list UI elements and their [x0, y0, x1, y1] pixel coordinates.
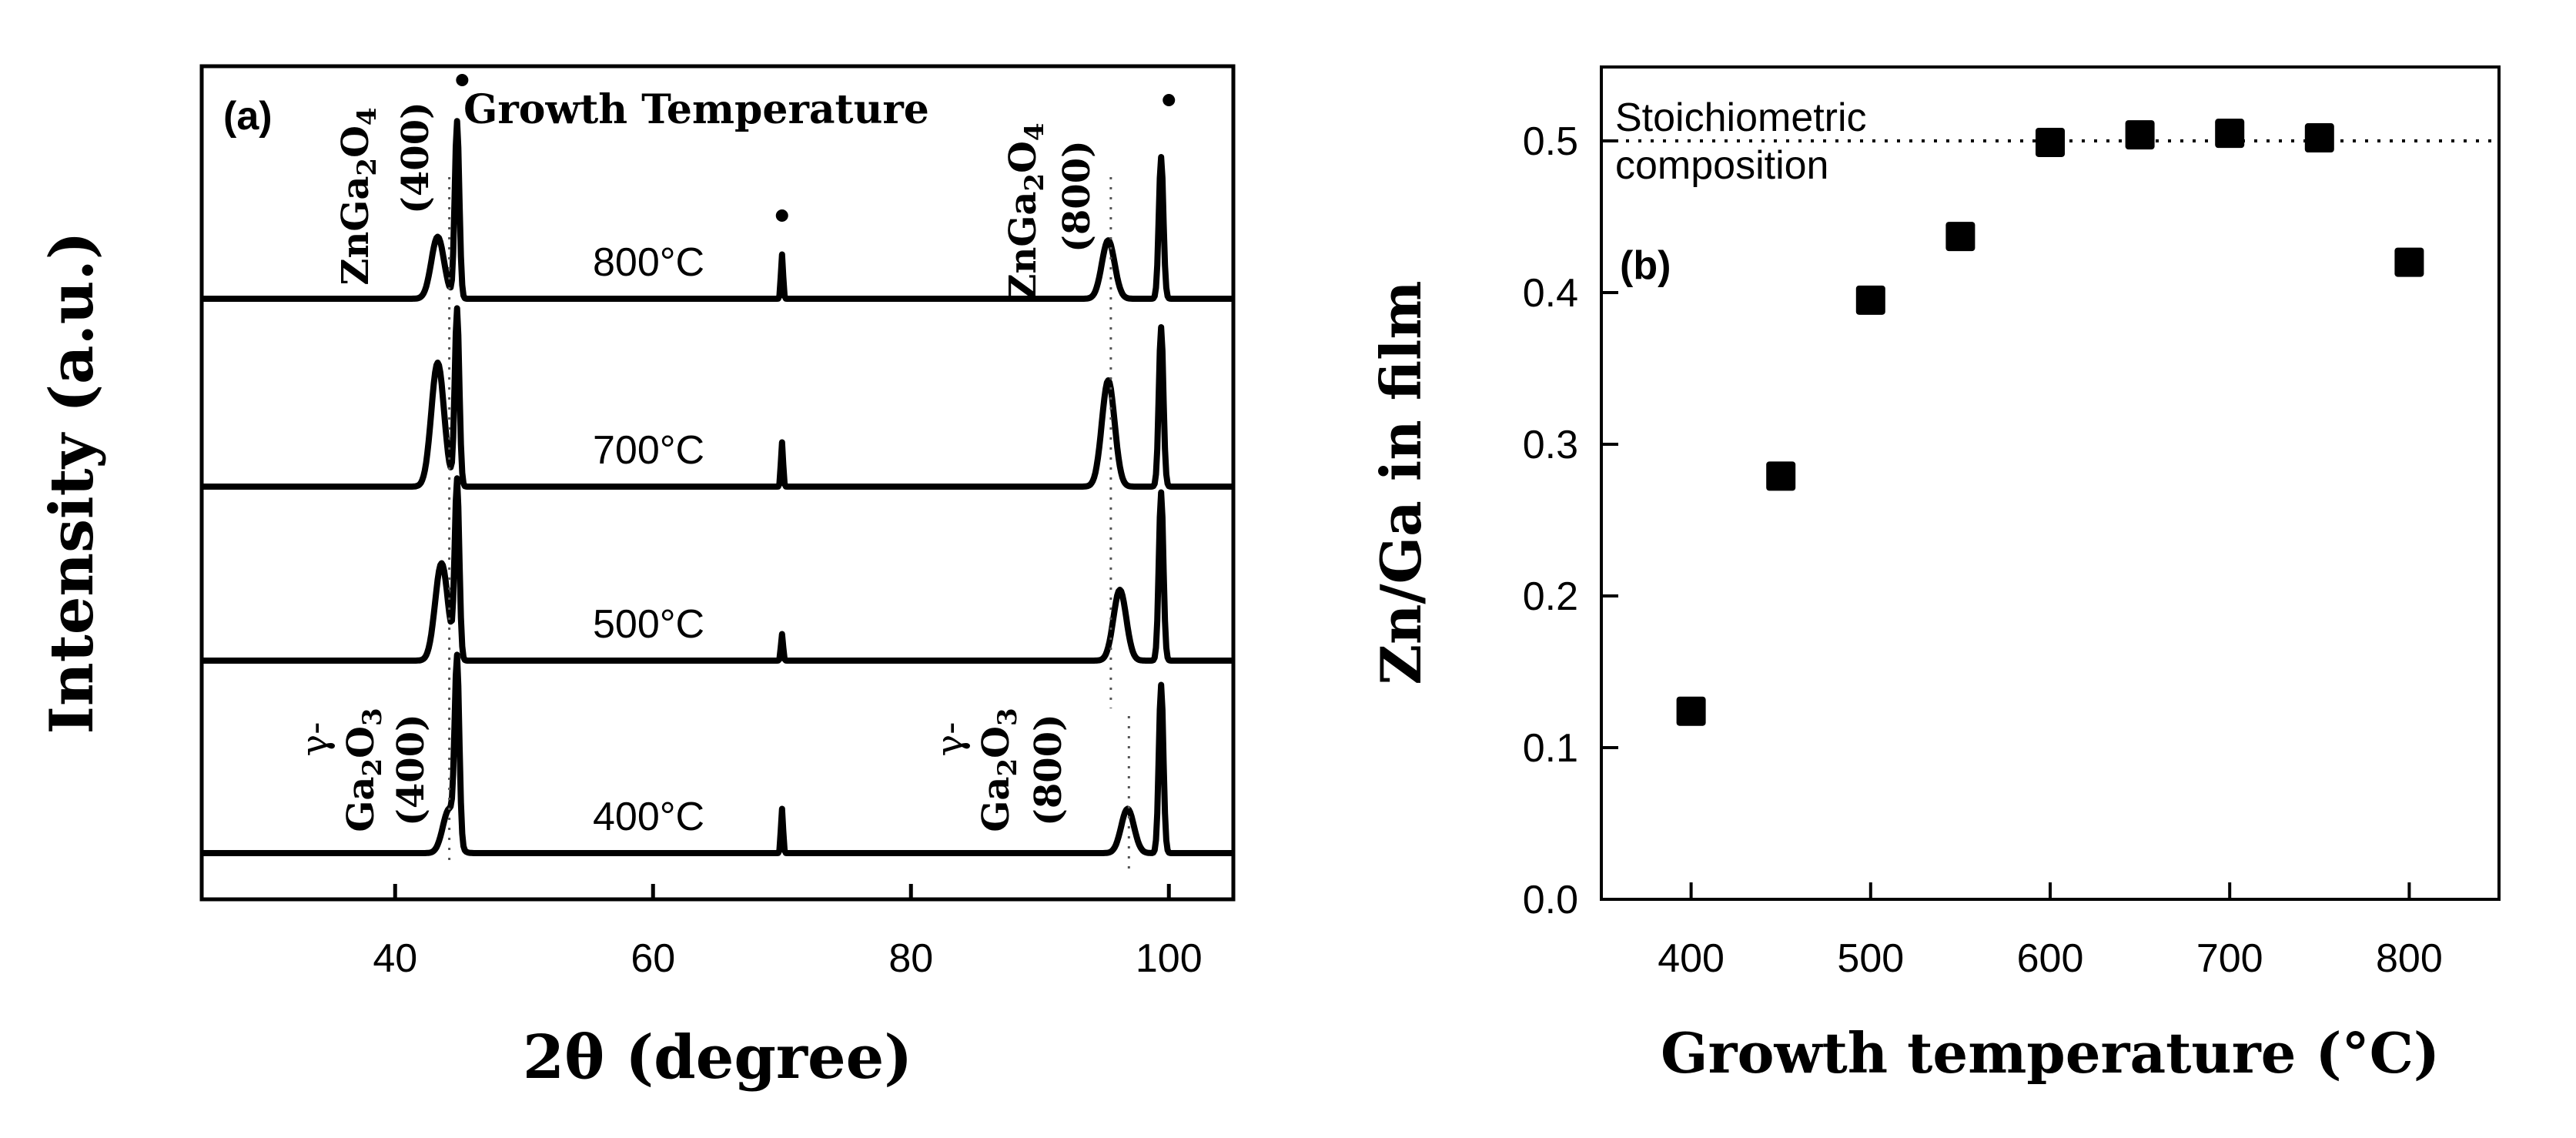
composition-data-point — [2215, 119, 2245, 149]
composition-x-tick-label: 800 — [2376, 936, 2443, 981]
xrd-temperature-label: 700°C — [593, 428, 704, 473]
composition-x-tick-label: 500 — [1837, 936, 1904, 981]
composition-y-tick-label: 0.1 — [1523, 726, 1578, 771]
xrd-reference-marker — [1163, 94, 1176, 106]
xrd-reference-marker — [456, 74, 469, 86]
xrd-x-tick-label: 60 — [631, 936, 675, 981]
composition-y-tick-label: 0.5 — [1523, 119, 1578, 164]
annotation-ga2o3-400-gamma: γ- — [293, 722, 336, 757]
xrd-x-ticks: 40 60 80 100 — [373, 884, 1203, 981]
xrd-temperature-labels: 800°C 700°C 500°C 400°C — [593, 240, 704, 839]
composition-panel: 0.0 0.1 0.2 0.3 0.4 0.5 400 500 600 700 800 Stoic… — [1368, 65, 2501, 1086]
composition-x-tick-label: 400 — [1658, 936, 1725, 981]
composition-x-axis-label: Growth temperature (°C) — [1661, 1020, 2440, 1086]
xrd-x-tick-label: 40 — [373, 936, 417, 981]
composition-y-tick-label: 0.3 — [1523, 423, 1578, 467]
xrd-temperature-label: 800°C — [593, 240, 704, 285]
xrd-x-tick-label: 80 — [888, 936, 933, 981]
composition-data-point — [2125, 120, 2155, 150]
xrd-panel: 40 60 80 100 800°C 700°C 500°C 400°C (a) Growt… — [37, 64, 1236, 1093]
stoichiometric-label-line2: composition — [1615, 143, 1828, 188]
composition-data-point — [1766, 461, 1796, 491]
annotation-ga2o3-400: Ga2O3 — [340, 708, 388, 832]
annotation-ga2o3-800: Ga2O3 — [975, 708, 1023, 832]
composition-x-tick-label: 700 — [2196, 936, 2263, 981]
annotation-znga2o4-800: ZnGa2O4 — [1002, 122, 1050, 300]
composition-y-tick-label: 0.2 — [1523, 574, 1578, 619]
annotation-znga2o4-400: ZnGa2O4 — [334, 107, 383, 285]
annotation-ga2o3-400-hkl: (400) — [390, 714, 433, 826]
composition-x-tick-label: 600 — [2017, 936, 2084, 981]
composition-data-point — [1855, 285, 1885, 315]
composition-y-tick-label: 0.0 — [1523, 878, 1578, 922]
xrd-plot-frame — [199, 64, 1236, 902]
composition-data-point — [2394, 247, 2424, 277]
xrd-reference-markers — [456, 74, 1176, 222]
xrd-spectrum-line — [199, 305, 1236, 490]
stoichiometric-label-line1: Stoichiometric — [1615, 95, 1867, 140]
xrd-spectrum-line — [199, 651, 1236, 856]
annotation-ga2o3-800-hkl: (800) — [1027, 714, 1070, 826]
xrd-spectrum-line — [199, 118, 1236, 302]
annotation-znga2o4-400-hkl: (400) — [394, 102, 437, 214]
annotation-ga2o3-800-gamma: γ- — [928, 722, 972, 757]
xrd-temperature-label: 400°C — [593, 795, 704, 839]
xrd-spectrum-line — [199, 475, 1236, 664]
xrd-title: Growth Temperature — [463, 86, 929, 133]
xrd-spectra-group — [199, 118, 1236, 870]
xrd-x-tick-label: 100 — [1136, 936, 1203, 981]
composition-plot-frame — [1600, 65, 2501, 901]
composition-data-points — [1676, 119, 2424, 726]
composition-data-point — [1945, 222, 1975, 252]
composition-y-axis-label: Zn/Ga in film — [1368, 280, 1434, 684]
composition-data-point — [2036, 127, 2065, 157]
composition-panel-label: (b) — [1620, 243, 1671, 288]
composition-y-ticks: 0.0 0.1 0.2 0.3 0.4 0.5 — [1523, 119, 1618, 922]
annotation-znga2o4-800-hkl: (800) — [1055, 140, 1099, 253]
composition-data-point — [2304, 123, 2334, 153]
xrd-reference-marker — [775, 209, 788, 222]
xrd-temperature-label: 500°C — [593, 602, 704, 647]
composition-x-ticks: 400 500 600 700 800 — [1658, 882, 2443, 981]
xrd-y-axis-label: Intensity (a.u.) — [37, 232, 107, 735]
xrd-x-axis-label: 2θ (degree) — [523, 1023, 912, 1093]
xrd-panel-label: (a) — [223, 94, 273, 139]
composition-data-point — [1676, 696, 1706, 726]
composition-y-tick-label: 0.4 — [1523, 271, 1578, 316]
